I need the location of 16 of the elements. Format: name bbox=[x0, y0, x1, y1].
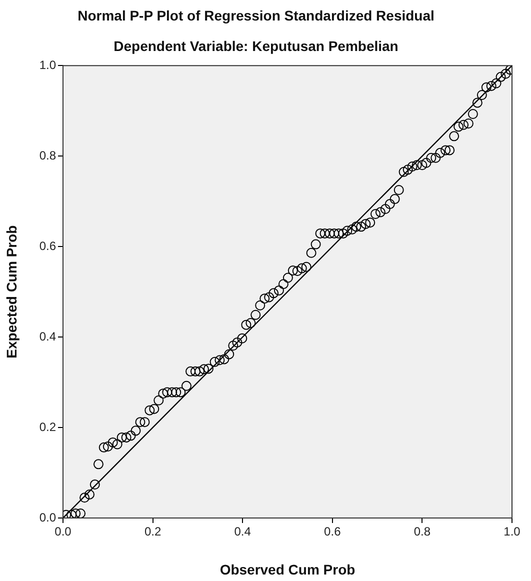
chart-subtitle: Dependent Variable: Keputusan Pembelian bbox=[114, 38, 398, 54]
x-tick-label: 1.0 bbox=[504, 524, 521, 539]
y-tick-label: 0.8 bbox=[39, 148, 56, 162]
y-tick-label: 0.2 bbox=[39, 420, 56, 434]
x-tick-label: 0.2 bbox=[144, 524, 162, 539]
x-tick-label: 0.6 bbox=[324, 524, 342, 539]
y-tick-label: 0.4 bbox=[39, 329, 56, 344]
y-axis-title: Expected Cum Prob bbox=[3, 225, 20, 358]
chart-title: Normal P-P Plot of Regression Standardized Residual bbox=[78, 7, 434, 24]
x-tick-label: 0.0 bbox=[54, 524, 72, 539]
x-axis-title: Observed Cum Prob bbox=[220, 561, 356, 578]
x-tick-label: 0.4 bbox=[234, 524, 252, 539]
x-tick-label: 0.8 bbox=[414, 524, 431, 539]
y-tick-label: 0.6 bbox=[39, 238, 56, 253]
y-tick-label: 0.0 bbox=[39, 510, 56, 524]
y-tick-label: 1.0 bbox=[39, 58, 56, 72]
